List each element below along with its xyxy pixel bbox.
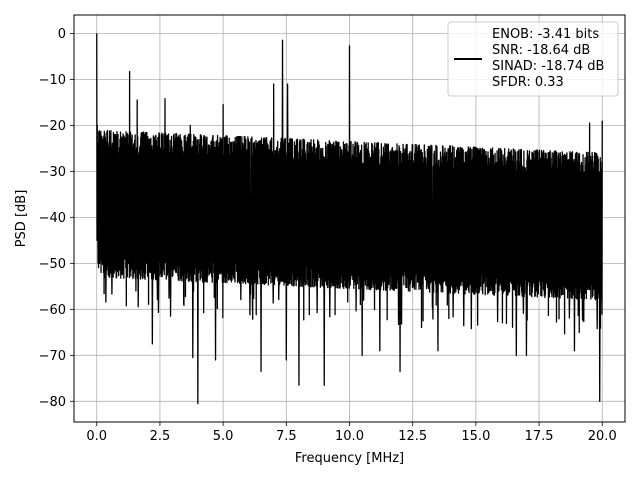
x-tick-label: 2.5: [150, 429, 171, 444]
x-tick-label: 7.5: [276, 429, 297, 444]
x-tick-label: 10.0: [335, 429, 364, 444]
legend-line-sfdr: SFDR: 0.33: [492, 75, 564, 90]
y-axis-label: PSD [dB]: [14, 190, 29, 248]
legend-line-enob: ENOB: -3.41 bits: [492, 27, 599, 42]
legend: ENOB: -3.41 bits SNR: -18.64 dB SINAD: -…: [447, 21, 619, 97]
x-axis-label: Frequency [MHz]: [295, 451, 404, 466]
psd-series-line: [96, 33, 603, 405]
x-tick-label: 15.0: [461, 429, 490, 444]
legend-box: [447, 21, 619, 97]
y-tick-label: −50: [39, 257, 66, 272]
x-tick-label: 17.5: [525, 429, 554, 444]
legend-line-snr: SNR: -18.64 dB: [492, 43, 590, 58]
y-axis: 0 −10 −20 −30 −40 −50 −60 −70 −80: [39, 27, 74, 410]
x-axis: 0.0 2.5 5.0 7.5 10.0 12.5 15.0 17.5 20.0: [86, 422, 617, 444]
legend-line-sinad: SINAD: -18.74 dB: [492, 59, 604, 74]
y-tick-label: 0: [58, 27, 66, 42]
y-tick-label: −60: [39, 303, 66, 318]
y-tick-label: −20: [39, 119, 66, 134]
x-tick-label: 12.5: [398, 429, 427, 444]
x-tick-label: 0.0: [86, 429, 107, 444]
psd-trace: [96, 33, 603, 405]
y-tick-label: −80: [39, 395, 66, 410]
y-tick-label: −40: [39, 211, 66, 226]
x-tick-label: 5.0: [213, 429, 234, 444]
y-tick-label: −30: [39, 165, 66, 180]
y-tick-label: −10: [39, 73, 66, 88]
y-tick-label: −70: [39, 349, 66, 364]
x-tick-label: 20.0: [588, 429, 617, 444]
